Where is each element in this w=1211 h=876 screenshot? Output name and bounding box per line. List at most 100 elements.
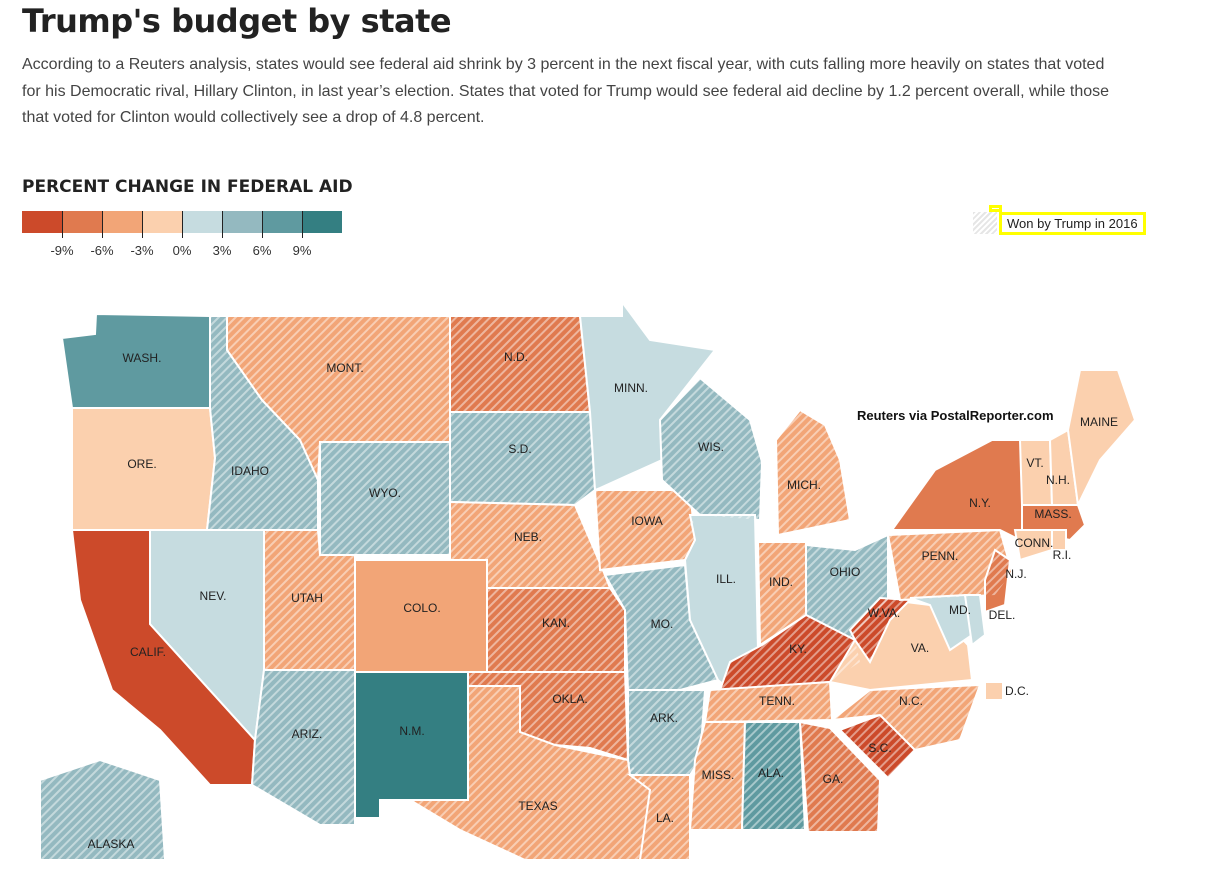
- credit-text: Reuters via PostalReporter.com: [857, 408, 1054, 423]
- state-label-ala: ALA.: [758, 766, 784, 780]
- state-hatch-texas: [410, 686, 650, 860]
- state-label-ohio: OHIO: [830, 565, 861, 579]
- state-hatch-miss: [690, 722, 745, 830]
- legend-tick-label: -9%: [50, 243, 74, 258]
- state-hatch-ariz: [252, 670, 355, 825]
- state-hatch-mich: [776, 410, 850, 535]
- legend-swatch: [182, 211, 222, 233]
- state-label-vt: VT.: [1026, 456, 1043, 470]
- legend-tick-mark: [221, 211, 223, 238]
- state-hatch-ark: [628, 690, 705, 775]
- state-r-i: [1051, 529, 1067, 551]
- state-hatch-mo: [605, 565, 718, 690]
- state-colo: [354, 559, 488, 673]
- state-label-n-j: N.J.: [1005, 567, 1026, 581]
- state-label-colo: COLO.: [403, 601, 440, 615]
- won-by-trump-legend: Won by Trump in 2016: [973, 211, 1146, 235]
- state-label-conn: CONN.: [1015, 536, 1054, 550]
- state-hatch-ala: [742, 722, 805, 830]
- state-hatch-w-va: [850, 598, 910, 662]
- legend-swatch: [302, 211, 342, 233]
- state-label-texas: TEXAS: [518, 799, 557, 813]
- legend-swatch: [262, 211, 302, 233]
- state-hatch-ga: [800, 722, 880, 832]
- state-label-mo: MO.: [651, 617, 674, 631]
- legend-tick-mark: [261, 211, 263, 238]
- state-label-mass: MASS.: [1034, 507, 1071, 521]
- state-label-s-d: S.D.: [508, 442, 531, 456]
- legend-tick-label: -6%: [90, 243, 114, 258]
- state-hatch-utah: [264, 530, 355, 670]
- state-label-n-m: N.M.: [399, 724, 424, 738]
- state-label-mont: MONT.: [326, 361, 363, 375]
- legend-swatch: [102, 211, 142, 233]
- legend-tick-mark: [101, 211, 103, 238]
- legend-swatch: [222, 211, 262, 233]
- state-label-iowa: IOWA: [631, 514, 663, 528]
- state-hatch-la: [630, 775, 690, 860]
- state-label-s-c: S.C.: [868, 741, 891, 755]
- legend-tick-label: 3%: [212, 243, 232, 258]
- legend-swatch: [22, 211, 62, 233]
- state-hatch-alaska: [40, 760, 165, 860]
- page-title: Trump's budget by state: [22, 2, 452, 40]
- state-label-wash: WASH.: [123, 351, 162, 365]
- won-by-trump-label: Won by Trump in 2016: [999, 211, 1146, 235]
- state-label-utah: UTAH: [291, 591, 323, 605]
- state-label-mich: MICH.: [787, 478, 821, 492]
- state-label-ind: IND.: [769, 575, 793, 589]
- state-hatch-ind: [758, 542, 806, 645]
- state-n-y: [890, 439, 1032, 542]
- state-label-kan: KAN.: [542, 616, 570, 630]
- legend-tick-label: 9%: [292, 243, 312, 258]
- state-hatch-mont: [227, 316, 450, 480]
- state-hatch-n-c: [832, 685, 980, 750]
- state-label-ark: ARK.: [650, 711, 678, 725]
- state-maine: [1066, 369, 1137, 509]
- state-hatch-ky: [720, 615, 860, 690]
- state-label-neb: NEB.: [514, 530, 542, 544]
- state-hatch-idaho: [207, 316, 318, 530]
- state-label-wyo: WYO.: [369, 486, 401, 500]
- legend-tick-mark: [301, 211, 303, 238]
- intro-paragraph: According to a Reuters analysis, states …: [22, 56, 1110, 126]
- state-hatch-s-c: [840, 715, 915, 778]
- legend-tick-mark: [141, 211, 143, 238]
- state-label-ariz: ARIZ.: [292, 727, 323, 741]
- state-label-r-i: R.I.: [1053, 548, 1072, 562]
- hatch-layer: [40, 316, 1012, 860]
- state-label-okla: OKLA.: [552, 692, 587, 706]
- legend-tick-label: 6%: [252, 243, 272, 258]
- state-hatch-s-d: [450, 412, 595, 505]
- hatch-pattern-swatch: [973, 212, 997, 234]
- state-label-nev: NEV.: [200, 589, 227, 603]
- legend-tick-mark: [181, 211, 183, 238]
- state-label-n-d: N.D.: [504, 350, 528, 364]
- state-hatch-okla: [468, 672, 628, 760]
- state-label-maine: MAINE: [1080, 415, 1118, 429]
- state-hatch-kan: [487, 588, 625, 672]
- dc-swatch: [986, 683, 1002, 699]
- state-label-tenn: TENN.: [759, 694, 795, 708]
- legend-swatch: [142, 211, 182, 233]
- state-label-n-y: N.Y.: [969, 496, 991, 510]
- state-hatch-wis: [660, 378, 762, 520]
- state-label-alaska: ALASKA: [88, 837, 135, 851]
- legend-title: PERCENT CHANGE IN FEDERAL AID: [22, 177, 353, 197]
- state-label-idaho: IDAHO: [231, 464, 269, 478]
- dc-legend: D.C.: [986, 683, 1029, 699]
- state-hatch-tenn: [705, 682, 832, 722]
- legend-tick-label: 0%: [172, 243, 192, 258]
- state-label-md: MD.: [949, 603, 971, 617]
- state-label-ore: ORE.: [127, 457, 156, 471]
- state-hatch-wyo: [320, 442, 450, 555]
- color-scale-legend: [22, 211, 342, 233]
- state-label-n-c: N.C.: [899, 694, 923, 708]
- state-label-calif: CALIF.: [130, 645, 166, 659]
- dc-label: D.C.: [1005, 684, 1029, 698]
- labels-layer: WASH. ORE. CALIF. IDAHO NEV. MONT. WYO. UTAH COL…: [88, 350, 1118, 851]
- state-label-ill: ILL.: [716, 572, 736, 586]
- state-label-miss: MISS.: [702, 768, 735, 782]
- state-label-penn: PENN.: [922, 549, 959, 563]
